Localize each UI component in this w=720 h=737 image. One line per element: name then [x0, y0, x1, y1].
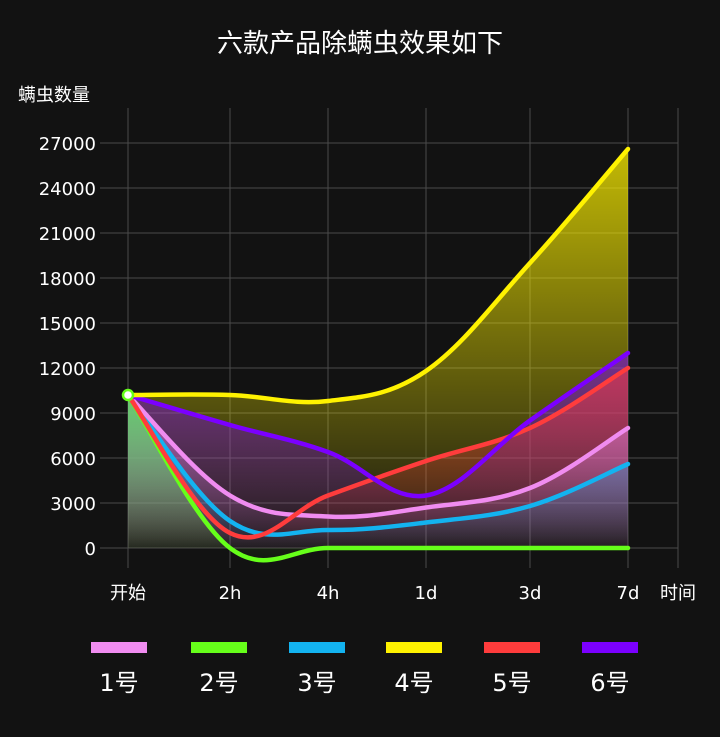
- x-tick-label: 3d: [519, 583, 542, 604]
- series-line: [125, 146, 631, 405]
- legend-label: 5号: [492, 669, 531, 697]
- x-axis-label: 时间: [660, 583, 696, 604]
- x-tick-label: 2h: [219, 583, 242, 604]
- series-line: [125, 392, 631, 520]
- chart-title: 六款产品除螨虫效果如下: [217, 29, 503, 59]
- legend-label: 3号: [297, 669, 336, 697]
- start-marker: [121, 388, 135, 402]
- legend-label: 2号: [199, 669, 238, 697]
- x-tick-label: 1d: [415, 583, 438, 604]
- legend: 1号 2号 3号 4号 5号 6号: [91, 642, 638, 697]
- legend-item: 1号: [91, 642, 147, 697]
- y-tick-label: 12000: [39, 359, 96, 380]
- series-area: [128, 395, 628, 561]
- y-tick-label: 9000: [50, 404, 96, 425]
- legend-swatch: [386, 642, 442, 653]
- y-tick-label: 6000: [50, 449, 96, 470]
- legend-swatch: [191, 642, 247, 653]
- x-axis-ticks: 开始 2h 4h 1d 3d 7d: [110, 583, 639, 604]
- legend-swatch: [289, 642, 345, 653]
- y-tick-label: 27000: [39, 134, 96, 155]
- y-tick-label: 3000: [50, 494, 96, 515]
- legend-item: 6号: [582, 642, 638, 697]
- legend-item: 2号: [191, 642, 247, 697]
- legend-swatch: [582, 642, 638, 653]
- series-line: [125, 392, 631, 537]
- y-tick-label: 21000: [39, 224, 96, 245]
- x-tick-label: 开始: [110, 583, 146, 604]
- y-axis-label: 螨虫数量: [18, 85, 90, 106]
- legend-label: 1号: [99, 669, 138, 697]
- legend-item: 3号: [289, 642, 345, 697]
- legend-item: 5号: [484, 642, 540, 697]
- y-tick-label: 18000: [39, 269, 96, 290]
- series-line: [125, 365, 631, 540]
- y-axis-ticks: 0 3000 6000 9000 12000 15000 18000 21000 24000 27…: [39, 134, 96, 560]
- legend-swatch: [91, 642, 147, 653]
- legend-label: 4号: [394, 669, 433, 697]
- series-lines: [125, 146, 631, 563]
- y-tick-label: 24000: [39, 179, 96, 200]
- x-tick-label: 4h: [317, 583, 340, 604]
- legend-item: 4号: [386, 642, 442, 697]
- x-tick-label: 7d: [617, 583, 640, 604]
- start-point: [121, 388, 135, 402]
- series-area: [128, 395, 628, 548]
- y-tick-label: 0: [85, 539, 96, 560]
- y-tick-label: 15000: [39, 314, 96, 335]
- legend-label: 6号: [590, 669, 629, 697]
- legend-swatch: [484, 642, 540, 653]
- series-line: [125, 392, 631, 563]
- series-line: [125, 350, 631, 499]
- series-areas: [128, 149, 628, 561]
